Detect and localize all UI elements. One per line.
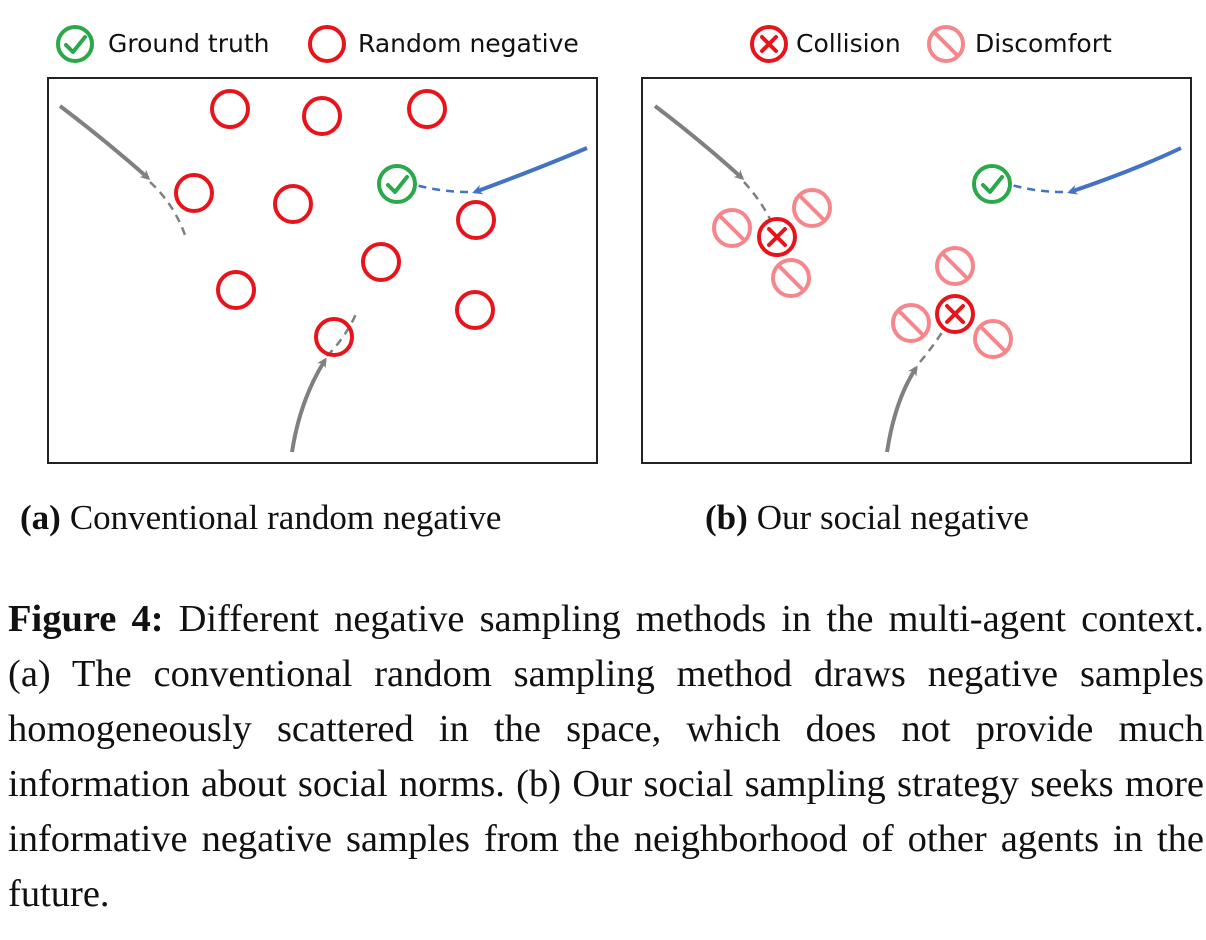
figure-caption-label: Figure 4: [8,598,164,640]
subcaption-b-title: Our social negative [757,498,1029,537]
subcaption-b: (b) Our social negative [705,498,1029,537]
legend-random-negative: Random negative [308,25,579,63]
legend-random-negative-label: Random negative [358,29,579,58]
random-negative-marker [174,173,214,213]
figure-caption-text: Different negative sampling methods in t… [8,598,1205,915]
random-negative-marker [273,184,313,224]
random-negative-marker [361,242,401,282]
discomfort-marker [712,208,752,248]
ground-truth-marker [972,164,1012,204]
panel-b-frame [641,77,1192,464]
check-circle-icon [56,25,94,63]
ground-truth-marker [377,164,417,204]
prohibited-icon [927,25,965,63]
other-agent-trajectory [885,313,955,453]
random-negative-marker [314,317,354,357]
legend-discomfort-label: Discomfort [975,29,1112,58]
legend-collision-label: Collision [796,29,901,58]
subcaption-a-title: Conventional random negative [70,498,502,537]
discomfort-marker [935,246,975,286]
random-negative-marker [210,89,250,129]
panel-a [47,77,598,464]
other-agent-trajectory [653,104,778,233]
legend-discomfort: Discomfort [927,25,1112,63]
legend-ground-truth-label: Ground truth [108,29,269,58]
random-negative-marker [216,270,256,310]
figure-caption: Figure 4: Different negative sampling me… [8,592,1204,922]
discomfort-marker [771,258,811,298]
legend-ground-truth: Ground truth [56,25,269,63]
ego-trajectory [411,146,588,195]
panel-a-frame [47,77,598,464]
other-agent-trajectory [58,104,188,239]
subcaption-a-label: (a) [20,498,61,537]
discomfort-marker [891,303,931,343]
random-negative-marker [407,89,447,129]
discomfort-marker [792,188,832,228]
collision-marker [757,217,797,257]
panel-b [641,77,1192,464]
legend-collision: Collision [750,25,901,63]
random-negative-marker [456,200,496,240]
random-negative-marker [302,96,342,136]
collision-marker [935,294,975,334]
ego-trajectory [1007,146,1182,195]
subcaption-b-label: (b) [705,498,748,537]
random-negative-marker [455,290,495,330]
discomfort-marker [973,319,1013,359]
x-circle-icon [750,25,788,63]
subcaption-a: (a) Conventional random negative [20,498,501,537]
figure-graphic: Ground truth Random negative Collision D… [20,25,1192,537]
circle-icon [308,25,346,63]
